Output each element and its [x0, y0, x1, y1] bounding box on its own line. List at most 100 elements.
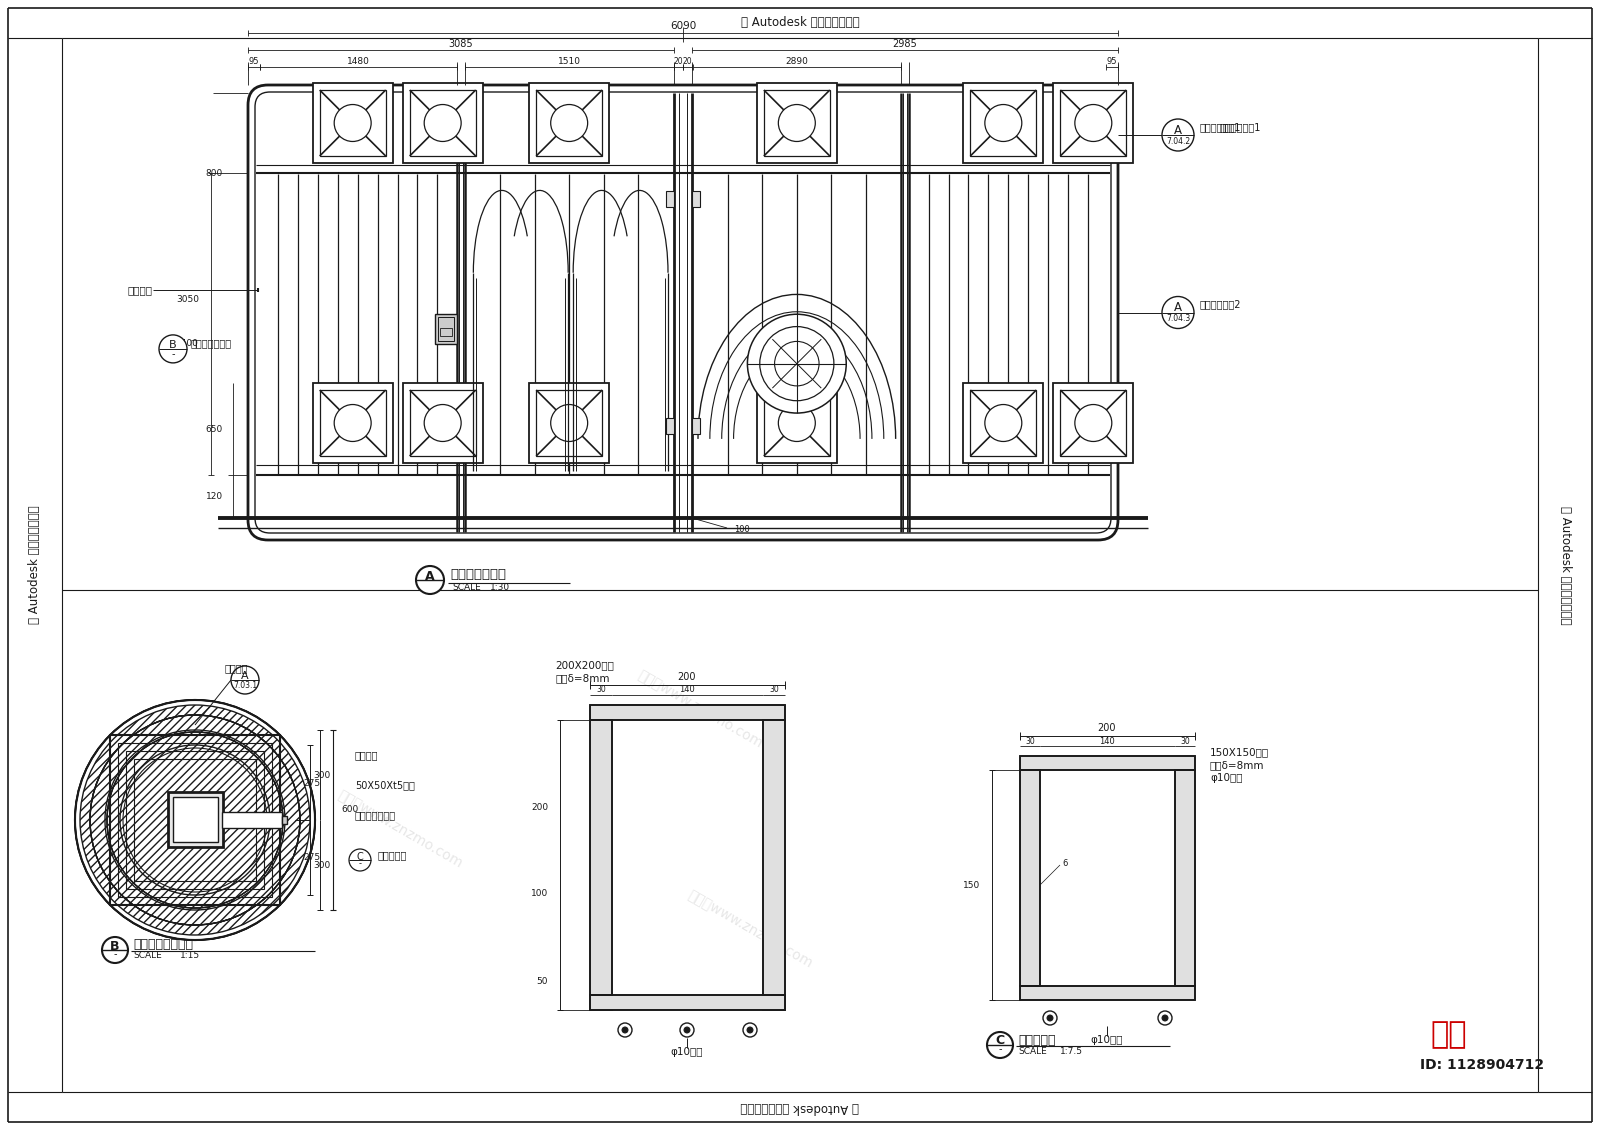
Bar — [312, 82, 392, 163]
Text: SCALE: SCALE — [453, 583, 480, 592]
Text: A: A — [1174, 301, 1182, 314]
Circle shape — [424, 405, 461, 442]
Text: 7.04.3: 7.04.3 — [1166, 314, 1190, 323]
Circle shape — [75, 699, 315, 940]
Bar — [970, 90, 1037, 156]
Text: 150: 150 — [963, 880, 979, 889]
Circle shape — [778, 104, 816, 141]
Bar — [530, 383, 610, 463]
Text: φ10钢筋: φ10钢筋 — [1210, 773, 1243, 783]
Text: 95: 95 — [1107, 58, 1117, 67]
Bar — [757, 383, 837, 463]
Bar — [590, 720, 611, 1010]
Text: A: A — [426, 570, 435, 582]
FancyBboxPatch shape — [248, 85, 1118, 540]
Text: 铁艺门放样图1: 铁艺门放样图1 — [1200, 122, 1242, 132]
Text: 知末网www.znzmo.com: 知末网www.znzmo.com — [334, 789, 466, 871]
Text: 275: 275 — [302, 779, 320, 788]
Text: C: C — [995, 1034, 1005, 1048]
Bar — [282, 816, 286, 824]
Bar — [1174, 770, 1195, 986]
Text: 知末网www.znzmo.com: 知末网www.znzmo.com — [885, 389, 1014, 471]
Bar — [1021, 770, 1040, 986]
Circle shape — [550, 405, 587, 442]
Bar — [118, 744, 272, 897]
Circle shape — [760, 327, 834, 401]
Text: 铁艺大门立面图: 铁艺大门立面图 — [450, 568, 506, 582]
Text: 120: 120 — [206, 492, 222, 501]
Bar — [691, 418, 701, 434]
Text: 1:15: 1:15 — [179, 951, 200, 960]
Text: 铁艺大门安装详图: 铁艺大门安装详图 — [133, 939, 194, 951]
Text: 铁艺门放样图2: 铁艺门放样图2 — [1200, 299, 1242, 310]
Text: 3050: 3050 — [176, 295, 198, 304]
Circle shape — [747, 1027, 754, 1033]
Bar — [410, 90, 475, 156]
Bar — [1021, 986, 1195, 1000]
Text: 3085: 3085 — [448, 40, 474, 49]
Circle shape — [102, 937, 128, 963]
Text: C: C — [357, 852, 363, 862]
Text: 1480: 1480 — [347, 58, 370, 67]
Text: 30: 30 — [770, 686, 779, 695]
Circle shape — [1162, 119, 1194, 151]
Text: 由 Autodesk 教育版产品制作: 由 Autodesk 教育版产品制作 — [29, 506, 42, 624]
Bar — [1053, 82, 1133, 163]
Text: 厚度δ=8mm: 厚度δ=8mm — [1210, 760, 1264, 770]
Bar — [410, 390, 475, 457]
Circle shape — [1075, 405, 1112, 442]
Bar — [222, 812, 282, 828]
Text: 预埋件详图: 预埋件详图 — [378, 850, 408, 860]
Text: 知末网www.znzmo.com: 知末网www.znzmo.com — [685, 888, 814, 972]
Circle shape — [1046, 1015, 1053, 1022]
Bar — [134, 759, 256, 881]
Text: 由 Autodesk 教育版产品制作: 由 Autodesk 教育版产品制作 — [741, 16, 859, 28]
Bar — [691, 191, 701, 207]
Circle shape — [774, 341, 819, 385]
Circle shape — [230, 666, 259, 694]
Circle shape — [80, 705, 310, 935]
Bar — [320, 390, 386, 457]
Circle shape — [349, 849, 371, 871]
Text: 150X150钢板: 150X150钢板 — [1210, 747, 1269, 757]
Text: SCALE: SCALE — [133, 951, 162, 960]
Text: 7.03.1: 7.03.1 — [234, 680, 258, 689]
Bar — [440, 329, 453, 337]
Text: 50X50Xt5矩管: 50X50Xt5矩管 — [355, 780, 414, 790]
Circle shape — [685, 1027, 690, 1033]
Text: -: - — [114, 949, 117, 959]
Bar — [590, 705, 786, 720]
Text: 300: 300 — [314, 861, 330, 869]
Bar — [666, 418, 674, 434]
Bar — [590, 996, 786, 1010]
Text: 1400: 1400 — [176, 339, 198, 348]
Bar — [1021, 986, 1195, 1000]
Text: φ10钢筋: φ10钢筋 — [670, 1048, 704, 1057]
Text: 200: 200 — [678, 672, 696, 683]
Text: 200X200钢板: 200X200钢板 — [555, 660, 614, 670]
Circle shape — [987, 1032, 1013, 1058]
Circle shape — [75, 699, 315, 940]
Text: 铁艺门放样图1: 铁艺门放样图1 — [1221, 122, 1261, 132]
Text: 100: 100 — [734, 525, 750, 534]
Bar — [1061, 390, 1126, 457]
Bar — [666, 191, 674, 207]
Text: 预埋件详图: 预埋件详图 — [1018, 1034, 1056, 1046]
Text: 800: 800 — [206, 168, 222, 177]
Text: 2890: 2890 — [786, 58, 808, 67]
Bar — [970, 390, 1037, 457]
Bar — [168, 792, 222, 848]
Circle shape — [416, 566, 445, 594]
Text: -: - — [358, 860, 362, 869]
Bar — [435, 314, 458, 345]
Bar — [403, 82, 483, 163]
Bar — [1021, 770, 1040, 986]
Bar — [1061, 90, 1126, 156]
Bar — [536, 390, 602, 457]
Text: 1510: 1510 — [558, 58, 581, 67]
Text: 柱墩详图: 柱墩详图 — [226, 663, 248, 673]
Circle shape — [778, 405, 816, 442]
Bar — [763, 720, 786, 1010]
Text: 140: 140 — [1099, 737, 1115, 746]
Bar — [403, 383, 483, 463]
